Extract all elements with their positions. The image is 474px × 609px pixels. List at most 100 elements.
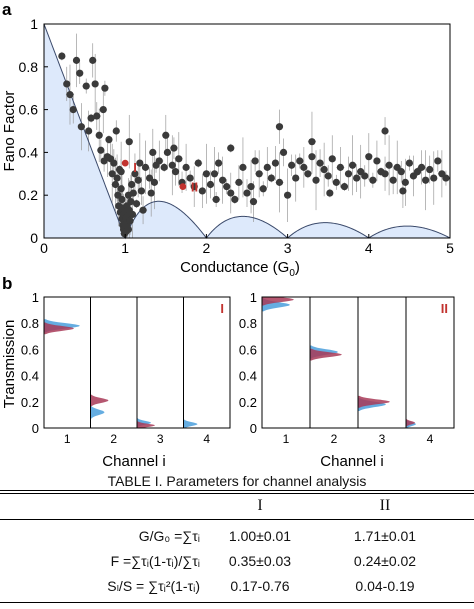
data-point bbox=[58, 52, 66, 60]
channel-frame bbox=[309, 296, 359, 429]
channel-tick-label: 3 bbox=[379, 432, 386, 446]
data-point bbox=[168, 161, 176, 169]
data-point bbox=[353, 174, 361, 182]
table-top-rule-2 bbox=[0, 493, 474, 494]
data-point bbox=[162, 131, 170, 139]
data-point bbox=[389, 176, 397, 184]
data-point bbox=[417, 163, 426, 171]
marker-label-II: II bbox=[191, 180, 198, 195]
histogram-red-ch3 bbox=[358, 395, 390, 408]
channel-frame bbox=[405, 296, 455, 429]
data-point bbox=[95, 131, 103, 139]
data-point bbox=[126, 217, 134, 225]
row-label-shot: Sₗ/S = ∑τᵢ²(1-τᵢ) bbox=[107, 578, 200, 594]
data-point bbox=[255, 170, 263, 178]
data-point bbox=[328, 155, 336, 163]
data-point bbox=[340, 183, 349, 191]
data-point bbox=[288, 161, 296, 169]
data-point bbox=[324, 172, 332, 180]
data-point bbox=[251, 157, 259, 165]
data-point bbox=[381, 170, 389, 178]
data-point bbox=[405, 159, 413, 167]
data-point bbox=[300, 163, 308, 171]
data-point bbox=[76, 69, 84, 77]
column-header-I: I bbox=[257, 497, 263, 514]
x-tick-label: 0 bbox=[40, 240, 48, 256]
y-tick-label: 0.8 bbox=[19, 59, 39, 75]
marker-label-I: I bbox=[133, 160, 137, 175]
row-conductance-I: 1.00±0.01 bbox=[228, 528, 292, 544]
data-point bbox=[332, 178, 340, 186]
row-label-conductance: G/G₀ =∑τᵢ bbox=[138, 528, 200, 544]
x-tick-label: 4 bbox=[365, 240, 373, 256]
x-ticks: 0 1 2 3 4 5 bbox=[40, 234, 454, 256]
row-shot-II: 0.04-0.19 bbox=[355, 578, 415, 594]
data-point bbox=[219, 176, 227, 184]
channel-tick-label: 1 bbox=[283, 432, 290, 446]
data-point bbox=[263, 163, 271, 171]
x-tick-label: 1 bbox=[121, 240, 129, 256]
data-point bbox=[141, 163, 150, 171]
channel-tick-label: 1 bbox=[64, 432, 71, 446]
data-point bbox=[182, 163, 190, 171]
data-point bbox=[108, 170, 116, 178]
data-point bbox=[426, 165, 434, 174]
data-point bbox=[284, 191, 292, 199]
transmission-axis-label: Transmission bbox=[1, 320, 18, 409]
data-point bbox=[112, 127, 120, 135]
data-point bbox=[308, 138, 316, 146]
data-point bbox=[304, 170, 312, 178]
data-point bbox=[127, 198, 135, 206]
data-point bbox=[326, 189, 334, 197]
data-point bbox=[259, 185, 267, 193]
data-point bbox=[128, 210, 137, 219]
data-point bbox=[365, 153, 373, 161]
data-point bbox=[279, 148, 288, 156]
x-axis-label: Conductance (G0) bbox=[180, 259, 300, 279]
data-point bbox=[336, 163, 344, 171]
channel-tick-label: 2 bbox=[110, 432, 117, 446]
data-point bbox=[206, 180, 215, 189]
x-tick-label: 5 bbox=[446, 240, 454, 256]
data-point bbox=[63, 80, 71, 88]
data-point bbox=[249, 198, 258, 206]
table-top-rule bbox=[0, 490, 474, 491]
data-point bbox=[117, 185, 125, 193]
data-point bbox=[308, 153, 316, 161]
histogram-blue-ch4 bbox=[183, 419, 198, 428]
data-point bbox=[131, 170, 139, 178]
data-point bbox=[155, 157, 163, 165]
channel-tick-label: 4 bbox=[203, 432, 210, 446]
data-point bbox=[101, 84, 109, 92]
transmission-tick-label: 0.2 bbox=[21, 395, 39, 410]
data-point bbox=[247, 183, 255, 191]
plot-frame-a bbox=[43, 23, 451, 239]
transmission-tick-label: 0.2 bbox=[239, 395, 257, 410]
data-point bbox=[124, 225, 133, 234]
data-point bbox=[163, 148, 172, 156]
data-point bbox=[292, 174, 300, 182]
data-point bbox=[77, 123, 85, 131]
data-point bbox=[190, 183, 198, 191]
data-point bbox=[223, 183, 231, 191]
data-point bbox=[89, 56, 97, 64]
data-point bbox=[231, 195, 239, 204]
data-point bbox=[271, 159, 280, 167]
data-point bbox=[145, 174, 154, 182]
marker-point-I bbox=[121, 159, 129, 167]
transmission-tick-label: 0.6 bbox=[239, 342, 257, 357]
data-point bbox=[129, 189, 137, 197]
histogram-red-ch1 bbox=[44, 322, 74, 335]
data-point bbox=[442, 174, 450, 182]
data-point bbox=[100, 157, 108, 165]
transmission-tick-label: 0 bbox=[32, 421, 39, 436]
data-point bbox=[239, 163, 247, 171]
data-point bbox=[87, 114, 95, 122]
row-fano-II: 0.24±0.02 bbox=[353, 553, 417, 569]
data-point bbox=[149, 148, 157, 156]
data-point bbox=[361, 172, 369, 180]
data-point bbox=[118, 195, 126, 204]
transmission-histograms: Transmission 1 2 3 4 0 0.2 0.4 0.6 0.8 1 I 1 2 3 4 0 0.2… bbox=[1, 290, 455, 470]
data-point bbox=[430, 174, 438, 182]
histogram-group-label-I: I bbox=[220, 301, 224, 316]
